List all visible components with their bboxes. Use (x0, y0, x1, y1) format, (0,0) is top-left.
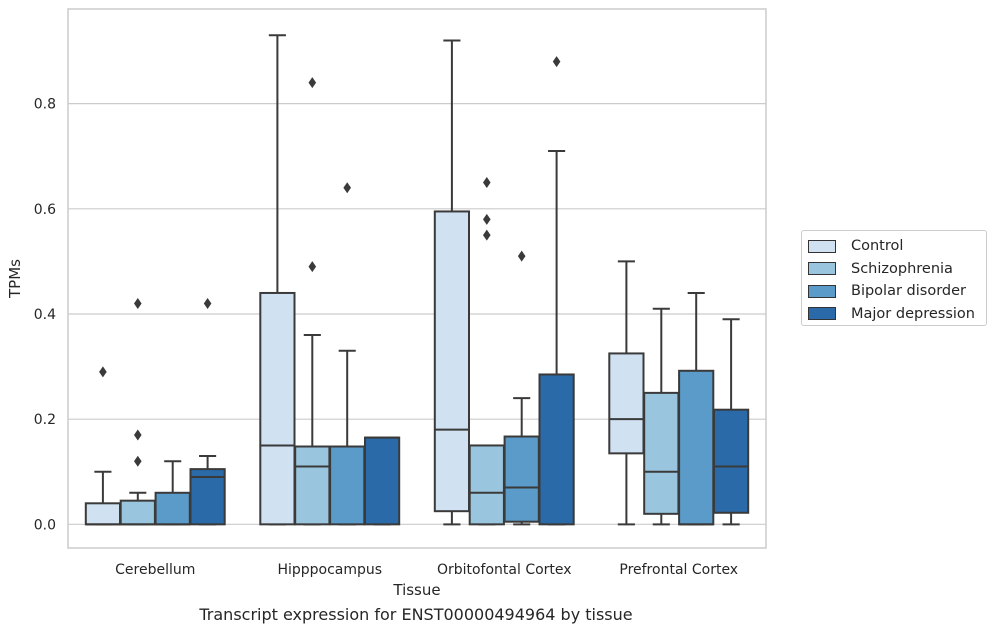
legend-item-major-depression: Major depression (808, 303, 986, 326)
box-schizophrenia-orbitofontal-cortex (468, 444, 505, 526)
box-bipolar-disorder-orbitofontal-cortex (503, 435, 540, 523)
legend-label-schizophrenia: Schizophrenia (851, 260, 953, 277)
y-tick-label: 0.8 (34, 97, 56, 113)
box-control-prefrontal-cortex (608, 352, 645, 455)
box-bipolar-disorder-cerebellum (154, 491, 191, 526)
x-tick-label: Prefrontal Cortex (619, 562, 738, 578)
outlier-schizophrenia-cerebellum (134, 429, 142, 441)
outlier-control-cerebellum (99, 366, 107, 378)
legend-item-bipolar-disorder: Bipolar disorder (808, 280, 986, 303)
x-tick-label: Hipppocampus (277, 562, 382, 578)
box-bipolar-disorder-prefrontal-cortex (678, 369, 715, 526)
legend-item-control: Control (808, 235, 986, 258)
box-schizophrenia-hipppocampus (294, 445, 331, 526)
x-axis-title: Tissue (392, 581, 440, 599)
outlier-schizophrenia-hipppocampus (308, 77, 317, 89)
box-schizophrenia-prefrontal-cortex (643, 391, 680, 515)
x-tick-label: Orbitofontal Cortex (437, 562, 572, 578)
legend-label-bipolar-disorder: Bipolar disorder (851, 283, 966, 300)
plot-frame (67, 8, 767, 549)
outlier-schizophrenia-cerebellum (134, 455, 142, 467)
legend-swatch-major-depression (808, 307, 836, 321)
box-major-depression-orbitofontal-cortex (538, 373, 575, 526)
legend-swatch-schizophrenia (808, 262, 836, 276)
outlier-major-depression-cerebellum (203, 297, 212, 309)
legend-item-schizophrenia: Schizophrenia (808, 258, 986, 281)
y-tick-label: 0.2 (34, 412, 56, 428)
box-schizophrenia-cerebellum (119, 499, 156, 526)
box-control-orbitofontal-cortex (433, 210, 471, 513)
legend: Control Schizophrenia Bipolar disorder M… (801, 230, 987, 326)
legend-swatch-bipolar-disorder (808, 284, 836, 298)
box-control-hipppocampus (259, 291, 296, 526)
y-tick-label: 0.0 (34, 517, 56, 533)
outlier-schizophrenia-orbitofontal-cortex (483, 229, 491, 241)
box-control-cerebellum (84, 502, 122, 526)
y-tick-label: 0.4 (34, 307, 56, 323)
outlier-schizophrenia-cerebellum (134, 297, 142, 309)
outlier-bipolar-disorder-hipppocampus (343, 182, 351, 194)
box-major-depression-prefrontal-cortex (712, 408, 750, 514)
outlier-schizophrenia-orbitofontal-cortex (483, 177, 491, 189)
legend-label-major-depression: Major depression (851, 305, 975, 322)
box-major-depression-cerebellum (189, 468, 226, 526)
legend-label-control: Control (851, 238, 904, 255)
y-tick-label: 0.6 (34, 202, 56, 218)
box-major-depression-hipppocampus (363, 436, 401, 526)
x-tick-label: Cerebellum (115, 562, 195, 578)
legend-swatch-control (808, 239, 836, 253)
outlier-schizophrenia-orbitofontal-cortex (483, 213, 491, 225)
outlier-schizophrenia-hipppocampus (308, 261, 317, 273)
chart-caption: Transcript expression for ENST0000049496… (199, 605, 633, 624)
outlier-major-depression-orbitofontal-cortex (552, 56, 561, 68)
box-bipolar-disorder-hipppocampus (329, 445, 366, 526)
outlier-bipolar-disorder-orbitofontal-cortex (517, 250, 526, 262)
y-axis-title: TPMs (6, 259, 24, 299)
